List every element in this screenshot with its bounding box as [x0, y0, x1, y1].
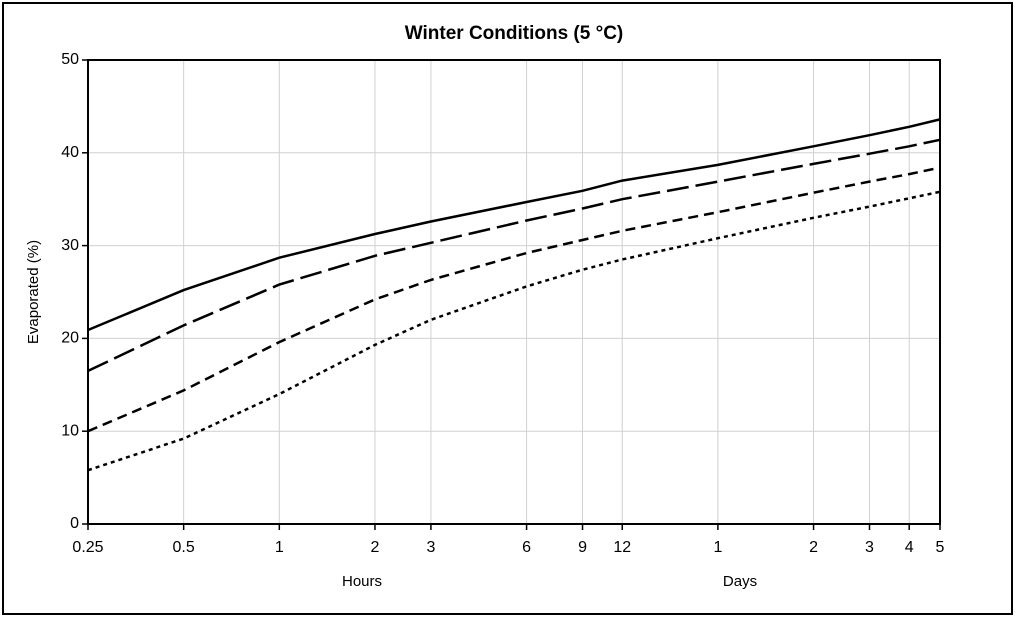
x-group-label: Days: [723, 573, 757, 590]
y-tick-label: 10: [61, 422, 79, 439]
x-tick-label: 0.5: [173, 539, 195, 556]
x-tick-label: 5: [936, 539, 945, 556]
x-tick-label: 3: [865, 539, 874, 556]
y-tick-label: 50: [61, 51, 79, 68]
y-tick-label: 40: [61, 144, 79, 161]
series-line: [87, 138, 941, 373]
x-tick-label: 9: [578, 539, 587, 556]
chart-title: Winter Conditions (5 °C): [405, 23, 624, 44]
series-line: [87, 118, 941, 332]
x-tick-label: 12: [613, 539, 631, 556]
x-tick-label: 2: [809, 539, 818, 556]
x-tick-label: 3: [426, 539, 435, 556]
y-axis-label: Evaporated (%): [25, 240, 42, 344]
x-tick-label: 0.25: [72, 539, 103, 556]
x-tick-label: 6: [522, 539, 531, 556]
plot-frame: [87, 59, 941, 525]
y-tick-label: 30: [61, 237, 79, 254]
series-line: [87, 166, 941, 433]
x-tick-label: 1: [713, 539, 722, 556]
y-tick-label: 0: [70, 515, 79, 532]
x-tick-label: 4: [905, 539, 914, 556]
x-tick-label: 1: [275, 539, 284, 556]
y-tick-label: 20: [61, 330, 79, 347]
x-group-label: Hours: [342, 573, 382, 590]
x-tick-label: 2: [371, 539, 380, 556]
